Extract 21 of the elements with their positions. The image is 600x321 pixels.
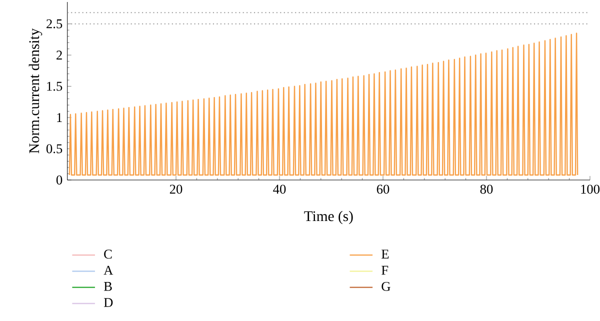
y-axis-title: Norm.current density: [28, 28, 42, 154]
y-tick-label: 2: [56, 50, 62, 60]
legend-label: B: [104, 282, 112, 291]
x-tick-label: 100: [581, 184, 600, 194]
legend-label: C: [104, 250, 112, 259]
legend-label: E: [382, 250, 389, 258]
x-tick-label: 60: [376, 184, 390, 194]
legend-label: D: [104, 298, 113, 307]
line-series: [68, 32, 578, 176]
y-tick-label: 1: [57, 113, 62, 122]
legend-label: A: [104, 266, 114, 275]
legend-label: F: [382, 266, 388, 275]
y-tick-label: 1.5: [47, 82, 62, 91]
x-tick-label: 80: [480, 184, 493, 194]
legend-label: G: [382, 282, 390, 291]
y-tick-label: 0.5: [46, 144, 62, 154]
x-tick-label: 20: [170, 184, 182, 194]
y-tick-label: 0: [56, 175, 62, 184]
x-tick-label: 40: [273, 184, 286, 194]
y-tick-label: 2.5: [46, 19, 62, 28]
x-axis-title: Time (s): [304, 210, 353, 224]
